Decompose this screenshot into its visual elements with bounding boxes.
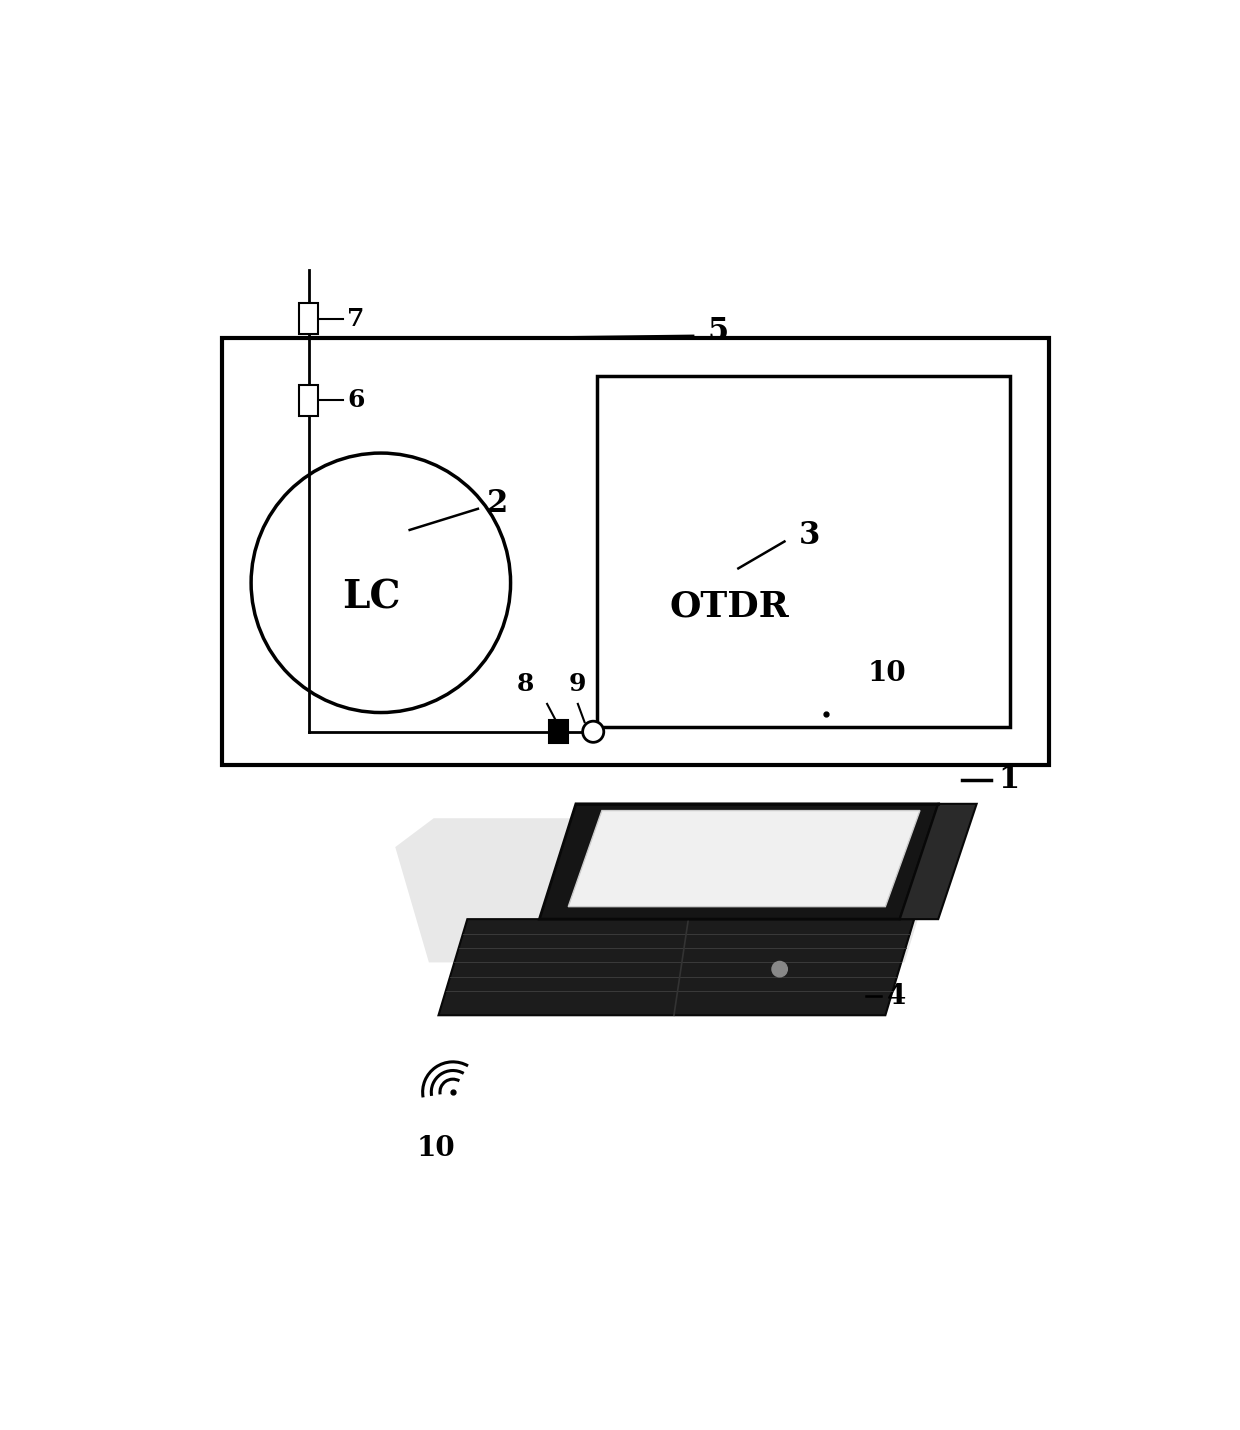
Text: 10: 10	[868, 659, 906, 686]
Polygon shape	[568, 811, 920, 907]
Text: 2: 2	[486, 488, 508, 519]
Text: OTDR: OTDR	[670, 589, 790, 623]
Text: 9: 9	[568, 672, 585, 696]
Bar	[299, 303, 319, 335]
Bar	[222, 337, 1049, 765]
Text: 7: 7	[347, 306, 365, 330]
Polygon shape	[396, 818, 942, 962]
Text: LC: LC	[342, 578, 401, 616]
Circle shape	[773, 961, 787, 977]
Bar	[596, 376, 1011, 726]
Text: 6: 6	[347, 388, 365, 412]
Text: 5: 5	[708, 316, 729, 347]
Polygon shape	[439, 919, 914, 1015]
Circle shape	[250, 453, 511, 712]
Text: 10: 10	[417, 1135, 455, 1163]
Bar	[299, 385, 319, 416]
Bar	[549, 721, 568, 744]
Polygon shape	[900, 804, 977, 919]
Text: 3: 3	[799, 521, 820, 551]
Text: 8: 8	[517, 672, 534, 696]
Circle shape	[583, 721, 604, 742]
Text: Data
analysis: Data analysis	[706, 834, 785, 875]
Text: 4: 4	[888, 982, 906, 1010]
Polygon shape	[539, 804, 939, 919]
Text: 1: 1	[998, 764, 1019, 795]
